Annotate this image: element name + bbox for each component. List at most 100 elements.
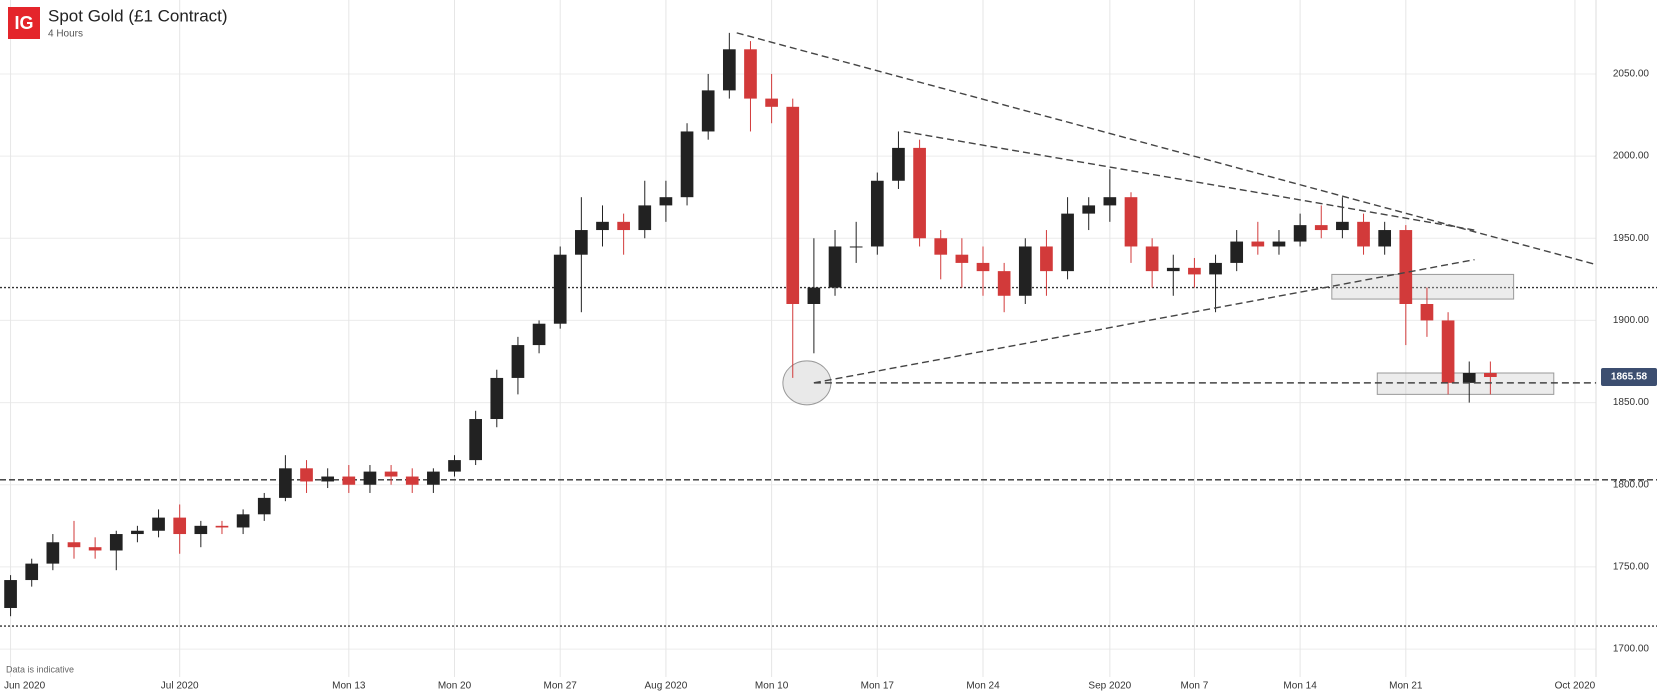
candle-body	[88, 547, 102, 551]
y-tick-label: 2050.00	[1613, 69, 1650, 80]
candle-body	[1166, 267, 1180, 272]
candle-body	[807, 287, 821, 304]
candle-body	[469, 419, 482, 461]
x-tick-label: Mon 7	[1181, 681, 1209, 692]
candle-body	[384, 471, 398, 477]
candle-body	[849, 246, 863, 248]
x-tick-label: Mon 21	[1389, 681, 1423, 692]
y-tick-label: 2000.00	[1613, 151, 1650, 162]
candle-body	[1061, 213, 1074, 272]
x-tick-label: Sep 2020	[1088, 681, 1131, 692]
candle-body	[1314, 225, 1328, 231]
candle-body	[955, 254, 969, 263]
candle-body	[236, 514, 250, 528]
price-tag	[1601, 367, 1657, 386]
x-tick-label: Mon 14	[1283, 681, 1317, 692]
candle-body	[765, 98, 778, 107]
note: Data is indicative	[6, 664, 74, 674]
trend-line	[903, 130, 1475, 231]
candle-body	[1124, 197, 1138, 247]
candle-body	[1378, 230, 1392, 247]
candle-body	[1251, 241, 1265, 247]
candle-body	[490, 377, 504, 420]
x-tick-label: Mon 17	[861, 681, 895, 692]
candle-body	[596, 221, 609, 231]
candle-body	[659, 197, 673, 206]
candle-body	[1188, 267, 1201, 275]
candle-body	[1336, 221, 1349, 231]
logo: IG	[14, 13, 33, 33]
candle-body	[1357, 221, 1370, 247]
candle-body	[300, 468, 313, 482]
candle-body	[828, 246, 842, 288]
candle-body	[575, 230, 588, 255]
candle-body	[744, 49, 757, 99]
candle-body	[194, 525, 208, 535]
y-tick-label: 1800.00	[1613, 479, 1650, 490]
x-tick-label: Mon 10	[755, 681, 789, 692]
y-tick-label: 1750.00	[1613, 562, 1650, 573]
candle-body	[511, 345, 525, 378]
x-tick-label: Jun 2020	[4, 681, 46, 692]
x-tick-label: Jul 2020	[161, 681, 199, 692]
trend-line	[736, 32, 1597, 266]
candle-body	[976, 262, 990, 272]
candle-body	[1082, 205, 1096, 214]
candle-body	[934, 238, 948, 255]
candle-body	[1272, 241, 1286, 247]
candle-body	[701, 90, 715, 132]
x-tick-label: Aug 2020	[644, 681, 687, 692]
candle-body	[1293, 225, 1307, 242]
candle-body	[1484, 373, 1497, 377]
logo-box	[8, 7, 40, 39]
candle-body	[109, 534, 123, 551]
x-tick-label: Oct 2020	[1555, 681, 1596, 692]
candle-body	[617, 221, 630, 231]
x-tick-label: Mon 27	[544, 681, 578, 692]
candle-body	[892, 147, 905, 181]
candle-body	[1230, 241, 1244, 263]
y-tick-label: 1850.00	[1613, 397, 1650, 408]
y-tick-label: 1700.00	[1613, 644, 1650, 655]
candle-body	[638, 205, 652, 231]
candle-body	[1441, 320, 1455, 383]
candle-body	[405, 476, 419, 485]
chart-subtitle: 4 Hours	[48, 29, 83, 40]
y-tick-label: 1900.00	[1613, 315, 1650, 326]
candle-body	[722, 49, 736, 91]
candle-body	[870, 180, 884, 247]
candle-body	[786, 106, 800, 304]
candle-body	[448, 460, 461, 472]
candle-body	[1420, 303, 1434, 321]
grid	[0, 0, 1596, 677]
candle-body	[1462, 373, 1476, 383]
candle-body	[257, 497, 271, 515]
zone	[1331, 273, 1515, 300]
candle-body	[532, 323, 546, 346]
candle-body	[4, 580, 17, 608]
candle-body	[25, 563, 39, 581]
candle-body	[1145, 246, 1159, 272]
x-tick-label: Mon 24	[966, 681, 1000, 692]
candle-body	[363, 471, 377, 485]
trend-line	[813, 258, 1475, 384]
y-tick-label: 1950.00	[1613, 233, 1650, 244]
candle-body	[680, 131, 694, 198]
candle-body	[279, 468, 292, 498]
candle-body	[997, 271, 1011, 296]
candle-body	[131, 530, 144, 535]
candle-body	[1103, 197, 1117, 206]
candle-body	[1040, 246, 1053, 272]
x-tick-label: Mon 20	[438, 681, 472, 692]
candle-body	[173, 517, 187, 535]
price-tag-label: 1865.58	[1611, 372, 1648, 383]
candle-body	[321, 476, 335, 482]
candle-body	[152, 517, 165, 531]
candle-body	[1209, 262, 1222, 275]
candle-body	[913, 147, 926, 239]
candle-body	[427, 471, 440, 485]
candle-body	[553, 254, 567, 324]
candle-body	[67, 542, 81, 548]
candle-body	[215, 525, 229, 528]
